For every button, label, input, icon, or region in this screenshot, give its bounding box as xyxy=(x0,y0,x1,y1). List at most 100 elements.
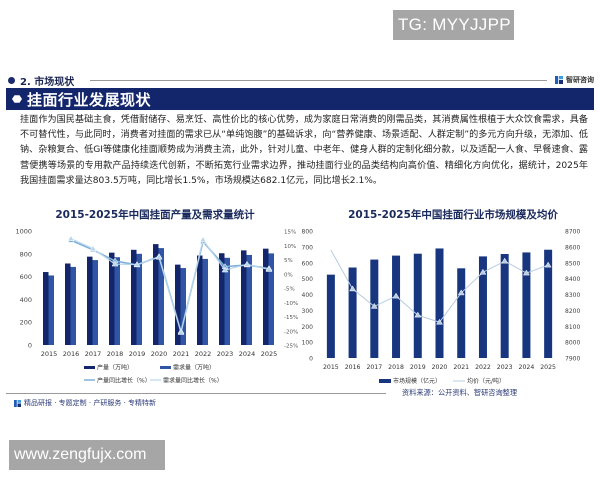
y-axis-tick: 100 xyxy=(302,340,314,347)
watermark-bottom: www.zengfujx.com xyxy=(9,440,165,470)
y-axis-tick: 800 xyxy=(302,229,314,236)
demand-bar xyxy=(180,268,186,345)
production-bar xyxy=(263,248,269,345)
demand-growth-line xyxy=(70,238,270,335)
price-marker-icon xyxy=(349,285,357,292)
x-axis-tick: 2023 xyxy=(217,350,234,358)
market-size-bar xyxy=(457,268,466,358)
y2-axis-tick: 8400 xyxy=(565,276,580,283)
market-size-bar xyxy=(544,249,553,358)
demand-bar xyxy=(48,275,54,345)
market-size-bar xyxy=(348,267,357,358)
y-axis-tick: 0 xyxy=(28,342,32,350)
brand-logo: 智研咨询 xyxy=(555,75,594,85)
x-axis-tick: 2024 xyxy=(239,350,256,358)
y2-axis-tick: -15% xyxy=(284,315,298,321)
y-axis-tick: 700 xyxy=(302,244,314,251)
growth-marker-icon xyxy=(155,253,163,260)
growth-marker-icon xyxy=(133,261,141,267)
market-size-bar xyxy=(370,259,379,358)
y2-axis-tick: 5% xyxy=(284,258,293,264)
chart-legend: 产量（万吨） 需求量（万吨） 产量同比增长（%） 需求量同比增长（%） xyxy=(84,364,223,385)
legend-label: 需求量同比增长（%） xyxy=(163,377,223,385)
x-axis-tick: 2016 xyxy=(345,364,361,371)
x-axis-tick: 2015 xyxy=(323,364,339,371)
production-bar xyxy=(131,249,137,345)
y2-axis-tick: -10% xyxy=(284,301,298,307)
demand-bar xyxy=(246,254,252,345)
footer-tagline-text: 精品研报 · 专题定制 · 产研服务 · 专精特新 xyxy=(24,399,157,407)
production-bar xyxy=(153,244,159,345)
diamond-icon xyxy=(12,95,22,103)
x-axis-tick: 2024 xyxy=(519,364,535,371)
brand-name: 智研咨询 xyxy=(566,76,594,84)
price-marker-icon xyxy=(522,269,530,276)
bullet-dot-icon xyxy=(8,76,15,84)
growth-marker-icon xyxy=(243,260,251,267)
y2-axis-tick: 10% xyxy=(284,244,296,250)
y-axis-tick: 400 xyxy=(20,296,32,304)
y2-axis-tick: 8000 xyxy=(565,340,580,347)
demand-bar xyxy=(158,248,164,345)
y2-axis-tick: 8300 xyxy=(565,292,580,299)
page-title-bar: 挂面行业发展现状 xyxy=(6,88,594,110)
demand-bar xyxy=(136,253,142,345)
x-axis-tick: 2017 xyxy=(85,350,102,358)
y2-axis-tick: -25% xyxy=(284,344,298,350)
market-size-price-chart: 0 100 200 300 400 500 600 700 800 7900 8000 8100 820… xyxy=(302,229,581,386)
y-axis-tick: 800 xyxy=(20,250,32,258)
growth-marker-icon xyxy=(265,265,273,272)
y-axis-tick: 200 xyxy=(20,319,32,327)
market-size-bar xyxy=(413,253,422,358)
body-paragraph: 挂面作为国民基础主食，凭借耐储存、易烹饪、高性价比的核心优势，成为家庭日常消费的… xyxy=(20,115,588,186)
watermark-top: TG: MYYJJPP xyxy=(393,10,514,40)
y-axis-tick: 300 xyxy=(302,308,314,315)
x-axis-tick: 2021 xyxy=(453,364,469,371)
chart-title-market: 2015-2025年中国挂面行业市场规模及均价 xyxy=(348,209,558,221)
demand-bar xyxy=(268,253,274,345)
y2-axis-tick: -20% xyxy=(284,329,298,335)
brand-mini-icon xyxy=(14,399,21,407)
x-axis-tick: 2020 xyxy=(151,350,168,358)
y-axis-tick: 500 xyxy=(302,276,314,283)
growth-marker-icon xyxy=(221,266,229,273)
production-bar xyxy=(175,264,181,345)
x-axis-tick: 2025 xyxy=(261,350,278,358)
market-size-bar xyxy=(326,274,335,358)
demand-bar xyxy=(224,257,230,345)
chart-legend: 市场规模（亿元） 均价（元/吨） xyxy=(379,377,505,385)
y2-axis-tick: 0% xyxy=(284,272,293,278)
price-marker-icon xyxy=(544,261,552,268)
x-axis-tick: 2016 xyxy=(63,350,80,358)
production-bar xyxy=(109,252,115,345)
price-marker-icon xyxy=(436,318,443,325)
legend-label: 市场规模（亿元） xyxy=(393,377,441,385)
x-axis-tick: 2015 xyxy=(41,350,58,358)
demand-bar xyxy=(114,257,120,345)
legend-label: 产量同比增长（%） xyxy=(97,377,151,385)
price-marker-icon xyxy=(414,311,422,318)
growth-marker-icon xyxy=(67,235,75,241)
y-axis-tick: 600 xyxy=(20,273,32,281)
footer-divider xyxy=(6,393,386,394)
x-axis-tick: 2021 xyxy=(173,350,190,358)
production-demand-chart: 0 200 400 600 800 1000 -25% -20% -15% -10% -5% 0% 5%… xyxy=(15,228,298,385)
page-title: 挂面行业发展现状 xyxy=(27,90,152,109)
y2-axis-tick: 8500 xyxy=(565,260,580,267)
y2-axis-tick: 7900 xyxy=(565,356,580,363)
demand-bar xyxy=(202,258,208,345)
x-axis-tick: 2019 xyxy=(410,364,426,371)
market-size-bar xyxy=(478,256,487,358)
price-marker-icon xyxy=(479,268,487,275)
x-axis-tick: 2023 xyxy=(497,364,513,371)
legend-label: 均价（元/吨） xyxy=(467,377,505,385)
y2-axis-tick: -5% xyxy=(284,287,295,293)
growth-marker-icon xyxy=(177,328,185,335)
growth-marker-icon xyxy=(111,260,119,267)
x-axis-tick: 2025 xyxy=(540,364,556,371)
section-divider xyxy=(90,79,547,81)
growth-marker-icon xyxy=(199,236,207,243)
price-marker-icon xyxy=(392,292,400,299)
x-axis-tick: 2020 xyxy=(432,364,448,371)
y2-axis-tick: 8600 xyxy=(565,244,580,251)
